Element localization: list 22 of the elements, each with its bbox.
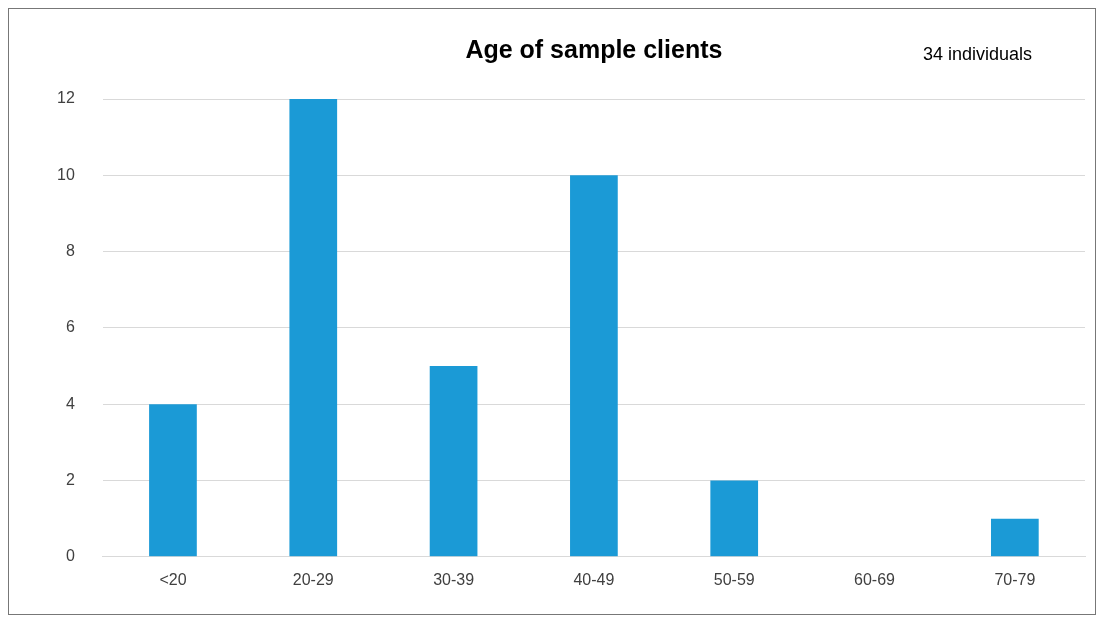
y-tick-label: 4 xyxy=(65,394,75,412)
text: 34 individuals xyxy=(922,43,1033,64)
x-tick-label: 30-39 xyxy=(433,570,475,588)
y-tick-label: 12 xyxy=(57,89,75,107)
bar xyxy=(710,480,759,557)
x-tick-label: 40-49 xyxy=(573,570,615,588)
x-tick-label: <20 xyxy=(159,570,187,588)
y-tick-label: 0 xyxy=(65,547,75,565)
y-tick-label: 6 xyxy=(65,318,75,336)
x-tick-label: 20-29 xyxy=(292,570,334,588)
bar xyxy=(289,99,338,557)
bar xyxy=(149,404,197,557)
x-tick-label: 60-69 xyxy=(854,570,896,588)
x-tick-label: 50-59 xyxy=(713,570,755,588)
bar xyxy=(429,366,478,557)
y-tick-label: 2 xyxy=(65,470,75,488)
chart-title: Age of sample clients xyxy=(465,34,723,63)
y-tick-label: 8 xyxy=(65,242,75,260)
bar xyxy=(990,518,1039,557)
y-tick-label: 10 xyxy=(57,165,75,183)
bar xyxy=(570,175,618,557)
x-tick-label: 70-79 xyxy=(994,570,1036,588)
